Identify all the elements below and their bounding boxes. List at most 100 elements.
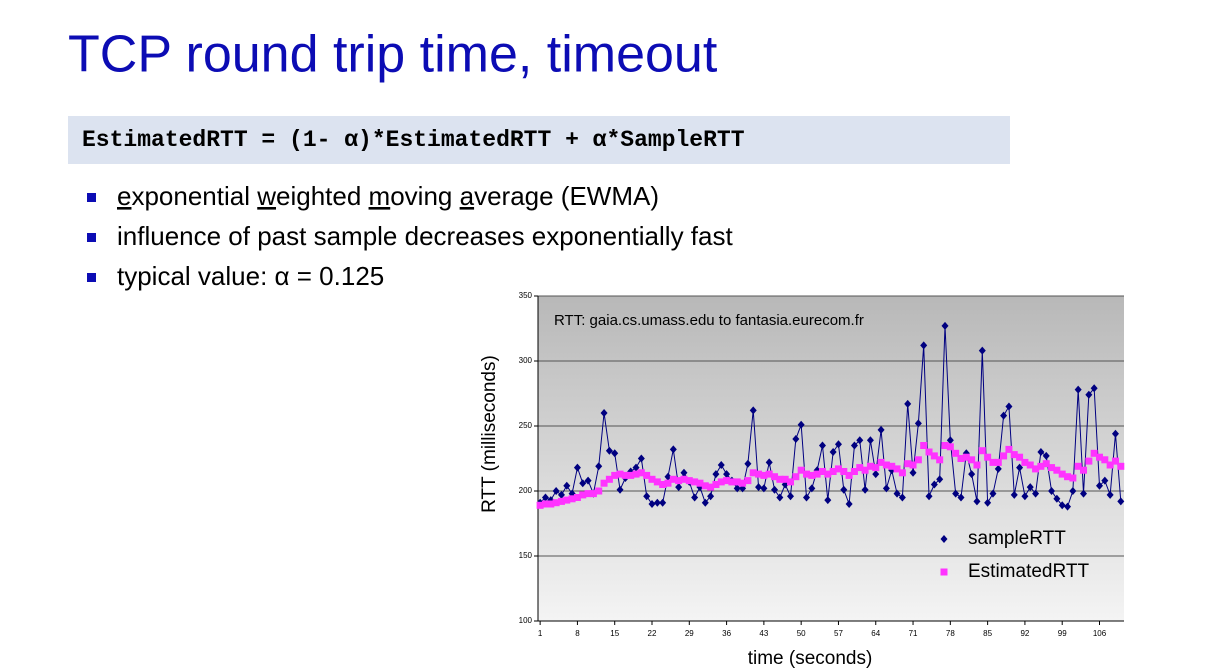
- data-point: [914, 419, 922, 428]
- data-point: [813, 470, 821, 478]
- data-point: [952, 489, 960, 498]
- data-point: [957, 493, 965, 502]
- data-point: [701, 482, 709, 490]
- x-tick-label: 85: [983, 629, 992, 638]
- bullet-part: a: [460, 181, 475, 211]
- data-point: [968, 470, 976, 479]
- data-point: [861, 485, 869, 494]
- data-point: [696, 479, 704, 487]
- legend-marker: [940, 568, 948, 576]
- x-tick-label: 36: [722, 629, 731, 638]
- data-point: [1085, 457, 1093, 465]
- data-point: [1117, 497, 1125, 506]
- data-point: [856, 464, 864, 472]
- data-point: [707, 483, 715, 491]
- data-point: [691, 493, 699, 502]
- data-point: [621, 471, 629, 479]
- data-point: [925, 448, 933, 456]
- data-point: [1090, 449, 1098, 457]
- data-point: [797, 466, 805, 474]
- data-point: [1010, 490, 1018, 499]
- data-point: [573, 494, 581, 501]
- data-point: [589, 490, 597, 498]
- x-axis-title: time (seconds): [748, 648, 873, 669]
- data-point: [707, 492, 715, 501]
- data-point: [643, 471, 651, 479]
- data-point: [872, 464, 880, 472]
- data-point: [1021, 492, 1029, 501]
- data-point: [792, 435, 800, 443]
- legend-marker: [940, 535, 948, 543]
- data-point: [1032, 465, 1040, 473]
- data-point: [1037, 448, 1045, 456]
- data-point: [675, 477, 683, 485]
- data-point: [1090, 384, 1098, 393]
- data-point: [962, 453, 970, 461]
- data-point: [541, 500, 549, 508]
- bullet-part: eighted: [276, 181, 369, 211]
- bullet-part: influence of past sample decreases expon…: [117, 221, 733, 251]
- formula-box: [68, 116, 1010, 164]
- data-point: [818, 441, 826, 450]
- annotation: RTT: gaia.cs.umass.edu to fantasia.eurec…: [554, 312, 864, 329]
- data-point: [616, 485, 624, 494]
- data-point: [1037, 462, 1045, 470]
- bullet-part: m: [369, 181, 391, 211]
- data-point: [787, 478, 795, 486]
- data-point: [797, 420, 805, 429]
- data-point: [723, 470, 731, 479]
- chart: 100 150 200 250 300 350 1 8 15 22 29 36 43 50 57 64 71 78…: [479, 291, 1125, 669]
- data-point: [787, 492, 795, 501]
- data-point: [989, 458, 997, 466]
- data-point: [632, 463, 640, 472]
- data-point: [755, 470, 763, 478]
- legend-label: sampleRTT: [968, 528, 1066, 549]
- data-point: [978, 447, 986, 455]
- data-point: [584, 490, 592, 498]
- bullet-part: w: [256, 181, 276, 211]
- data-point: [659, 498, 667, 507]
- data-point: [627, 471, 635, 479]
- data-point: [957, 455, 965, 462]
- data-point: [802, 493, 810, 502]
- data-point: [611, 471, 619, 479]
- data-point: [978, 346, 986, 355]
- bullet-text: typical value: α = 0.125: [117, 261, 384, 291]
- data-point: [1080, 489, 1088, 498]
- data-point: [893, 489, 901, 498]
- data-point: [712, 470, 720, 479]
- y-tick-label: 200: [519, 486, 533, 495]
- data-point: [659, 481, 667, 488]
- data-point: [882, 484, 890, 493]
- x-tick-label: 8: [575, 629, 580, 638]
- x-tick-label: 22: [648, 629, 657, 638]
- x-tick-label: 29: [685, 629, 694, 638]
- data-point: [840, 485, 848, 494]
- data-point: [1000, 452, 1008, 460]
- data-point: [584, 476, 592, 485]
- y-tick-label: 100: [519, 616, 533, 625]
- data-point: [1074, 385, 1082, 394]
- bullet-part: verage (EWMA): [474, 181, 659, 211]
- data-point: [563, 481, 571, 490]
- data-point: [829, 468, 837, 475]
- data-point: [946, 436, 954, 445]
- data-point: [989, 489, 997, 498]
- data-point: [1074, 462, 1082, 470]
- data-point: [1042, 451, 1050, 460]
- data-point: [872, 470, 880, 479]
- data-point: [605, 446, 613, 455]
- bullet-part: typical value: α = 0.125: [117, 261, 384, 291]
- data-point: [1016, 453, 1024, 461]
- data-point: [1111, 429, 1119, 438]
- data-point: [1101, 476, 1109, 485]
- data-point: [909, 468, 917, 477]
- data-point: [717, 461, 725, 469]
- data-point: [749, 406, 757, 415]
- data-point: [605, 475, 613, 483]
- data-point: [834, 465, 842, 473]
- data-point: [898, 493, 906, 502]
- data-point: [882, 461, 890, 469]
- data-point: [856, 436, 864, 445]
- data-point: [850, 468, 858, 475]
